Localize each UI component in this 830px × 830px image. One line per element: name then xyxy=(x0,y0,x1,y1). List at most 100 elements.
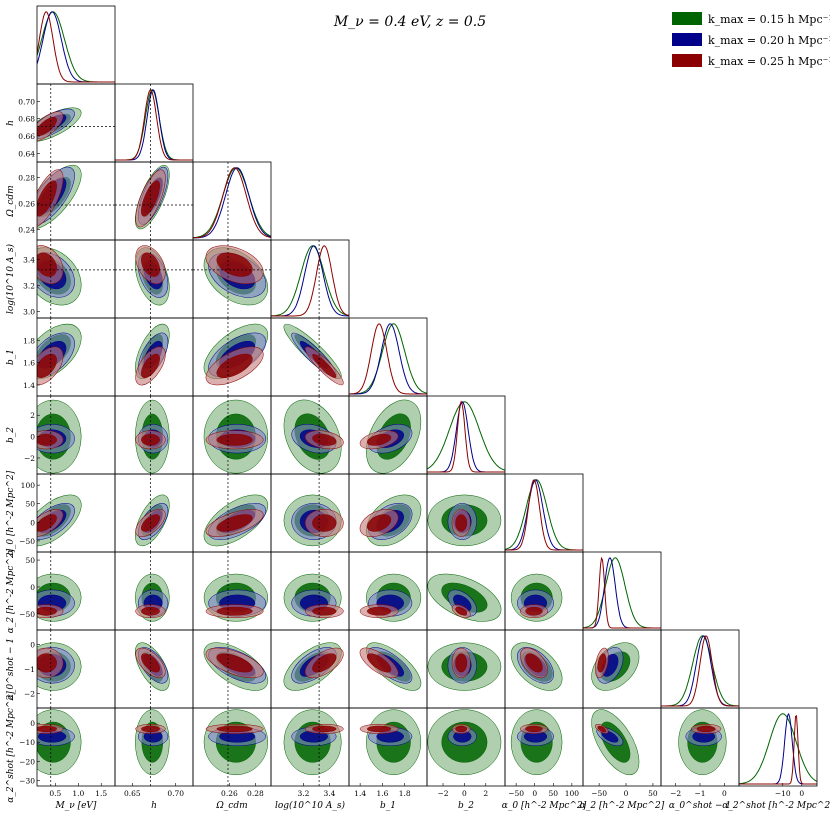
panel-4-1 xyxy=(114,317,194,397)
marginal-curve xyxy=(583,556,661,629)
y-axis-label: b_2 xyxy=(6,427,16,443)
panel-5-4 xyxy=(348,395,428,475)
contour-1sigma xyxy=(525,653,543,673)
contour-1sigma xyxy=(141,606,160,616)
panel-9-1: 0.65 0.70 h xyxy=(114,707,194,811)
panel-frame xyxy=(738,707,818,787)
y-tick-label: 1.4 xyxy=(23,381,35,390)
y-tick-label: −2 xyxy=(24,454,35,463)
contour-1sigma xyxy=(216,353,253,379)
y-axis-label: h xyxy=(6,120,16,126)
y-tick-label: 3.4 xyxy=(23,256,35,265)
x-axis-label: α_2^shot [h^-2 Mpc^2] xyxy=(722,801,830,811)
contour-1sigma xyxy=(216,514,253,532)
y-tick-label: 2 xyxy=(30,411,35,420)
x-tick-label: 0.5 xyxy=(49,789,61,798)
contour-1sigma xyxy=(216,725,253,733)
y-tick-label: 0 xyxy=(30,641,35,650)
y-tick-label: 0.70 xyxy=(18,97,35,106)
marginal-curve xyxy=(427,400,505,473)
panel-7-3 xyxy=(270,551,350,631)
x-tick-label: 1.0 xyxy=(72,789,84,798)
marginal-curve xyxy=(739,714,817,785)
y-tick-label: 0 xyxy=(30,518,35,527)
panel-2-0: 0.24 0.26 0.28Ω_cdm xyxy=(6,161,116,241)
y-tick-label: 1.6 xyxy=(23,359,35,368)
legend-swatch xyxy=(672,12,702,25)
panel-6-3 xyxy=(270,473,350,553)
y-tick-label: 50 xyxy=(25,500,35,509)
panel-9-0: 0.5 1.0 1.5 M_ν [eV] −30 −20 −10 0 α_2^shot [h^-… xyxy=(6,691,116,811)
x-tick-label: 3.2 xyxy=(298,789,310,798)
x-axis-label: b_2 xyxy=(458,801,474,811)
x-tick-label: −1 xyxy=(694,789,705,798)
y-tick-label: 50 xyxy=(25,556,35,565)
marginal-curve xyxy=(349,323,427,395)
panel-3-2 xyxy=(192,239,272,319)
panel-2-1 xyxy=(114,161,194,241)
marginal-curve xyxy=(115,89,193,161)
contour-1sigma xyxy=(37,725,57,733)
x-tick-label: 3.4 xyxy=(324,789,336,798)
panel-8-0: −2 −1 0 α_0^shot − 1 xyxy=(6,629,116,709)
panel-6-2 xyxy=(192,473,272,553)
marginal-curve xyxy=(661,635,739,707)
marginal-curve xyxy=(271,245,349,317)
panel-7-1 xyxy=(114,551,194,631)
contour-1sigma xyxy=(141,433,160,446)
panel-8-7 xyxy=(582,629,662,709)
y-axis-label: Ω_cdm xyxy=(6,185,16,217)
contour-1sigma xyxy=(597,653,607,673)
marginal-curve xyxy=(349,323,427,395)
contour-1sigma xyxy=(312,725,337,733)
panel-6-6 xyxy=(504,473,584,553)
y-tick-label: 0.24 xyxy=(18,226,35,235)
contour-1sigma xyxy=(455,514,468,532)
contour-1sigma xyxy=(312,514,337,532)
panel-8-5 xyxy=(426,629,506,709)
panel-2-2 xyxy=(192,161,272,241)
marginal-curve xyxy=(661,635,739,707)
contour-1sigma xyxy=(37,433,57,446)
panel-8-8 xyxy=(660,629,740,709)
y-tick-label: −30 xyxy=(19,776,35,785)
x-tick-label: 1.5 xyxy=(95,789,107,798)
contour-1sigma xyxy=(312,353,337,378)
contour-1sigma xyxy=(37,653,57,673)
panel-6-4 xyxy=(348,473,428,553)
panel-5-3 xyxy=(270,395,350,475)
x-tick-label: 0 xyxy=(722,789,727,798)
contour-1sigma xyxy=(367,433,392,446)
panel-8-3 xyxy=(270,629,350,709)
y-tick-label: −20 xyxy=(19,757,35,766)
y-tick-label: 0 xyxy=(30,719,35,728)
panel-frame xyxy=(114,83,194,163)
panel-9-4: 1.4 1.6 1.8b_1 xyxy=(348,707,428,811)
x-tick-label: 100 xyxy=(565,789,580,798)
marginal-curve xyxy=(505,479,583,551)
x-axis-label: Ω_cdm xyxy=(215,801,247,811)
panels-group: 0.640.660.680.70h0.240.260.28Ω_cdm3.03.2… xyxy=(5,5,830,811)
x-axis-label: b_1 xyxy=(380,801,396,811)
marginal-curve xyxy=(661,635,739,707)
marginal-curve xyxy=(427,401,505,471)
contour-1sigma xyxy=(366,653,392,673)
panel-9-6: −50 0 50 100 α_0 [h^-2 Mpc^2] xyxy=(502,707,587,811)
x-tick-label: 50 xyxy=(648,789,658,798)
legend-label: k_max = 0.20 h Mpc⁻¹ xyxy=(708,34,830,47)
panel-9-8: −2 −1 0 α_0^shot − 1 xyxy=(660,707,740,811)
x-tick-label: −50 xyxy=(508,789,524,798)
panel-9-7: −50 0 50 α_2 [h^-2 Mpc^2] xyxy=(580,707,665,811)
marginal-curve xyxy=(193,167,271,239)
y-tick-label: −50 xyxy=(19,610,35,619)
panel-5-0: −2 0 2 b_2 xyxy=(6,395,116,475)
x-tick-label: 1.6 xyxy=(376,789,388,798)
contour-1sigma xyxy=(366,606,392,616)
y-axis-label: log(10^10 A_s) xyxy=(5,244,16,314)
panel-9-5: −2 0 2 b_2 xyxy=(426,707,506,811)
contour-1sigma xyxy=(216,653,253,673)
panel-9-9: −10 0 α_2^shot [h^-2 Mpc^2] xyxy=(722,707,830,811)
panel-7-5 xyxy=(426,551,506,631)
y-tick-label: 0.64 xyxy=(18,149,35,158)
y-axis-label: α_0^shot − 1 xyxy=(6,638,16,700)
